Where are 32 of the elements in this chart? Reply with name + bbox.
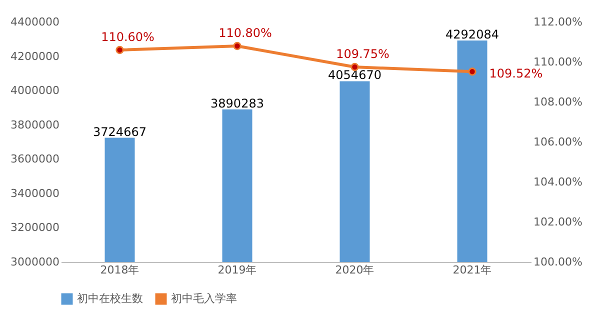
y2-tick-label: 108.00%: [534, 96, 582, 108]
legend-label: 初中在校生数: [77, 292, 143, 305]
data-label: 110.80%: [218, 26, 272, 40]
data-label: 109.52%: [489, 66, 543, 81]
y2-tick-label: 106.00%: [534, 136, 582, 148]
x-tick-label: 2018年: [100, 264, 140, 276]
y2-tick-label: 102.00%: [534, 216, 582, 228]
y-tick-label: 3200000: [10, 221, 60, 234]
y2-tick-label: 100.00%: [534, 256, 582, 268]
x-tick-label: 2019年: [218, 264, 257, 276]
y-tick-label: 4400000: [10, 16, 60, 28]
y-tick-label: 4200000: [10, 50, 60, 63]
point: [468, 68, 476, 76]
y2-tick-label: 112.00%: [534, 16, 582, 28]
data-label: 4054670: [328, 68, 382, 82]
y-tick-label: 3400000: [10, 186, 60, 200]
y-tick-label: 4000000: [10, 84, 60, 98]
y-tick-label: 3000000: [10, 256, 60, 268]
x-tick-label: 2021年: [452, 264, 492, 276]
data-label: 4292084: [446, 28, 499, 42]
y2-tick-label: 104.00%: [534, 176, 582, 188]
data-label: 3890283: [210, 96, 264, 110]
data-label: 110.60%: [101, 30, 154, 44]
x-tick-label: 2020年: [335, 264, 374, 276]
point: [116, 46, 124, 54]
y2-tick-label: 110.00%: [534, 56, 582, 68]
y-tick-label: 3800000: [10, 118, 60, 132]
data-label: 109.75%: [336, 47, 390, 61]
data-label: 3724667: [93, 124, 146, 139]
legend-label: 初中毛入学率: [171, 292, 237, 305]
point: [233, 42, 242, 50]
y-tick-label: 3600000: [10, 152, 60, 166]
